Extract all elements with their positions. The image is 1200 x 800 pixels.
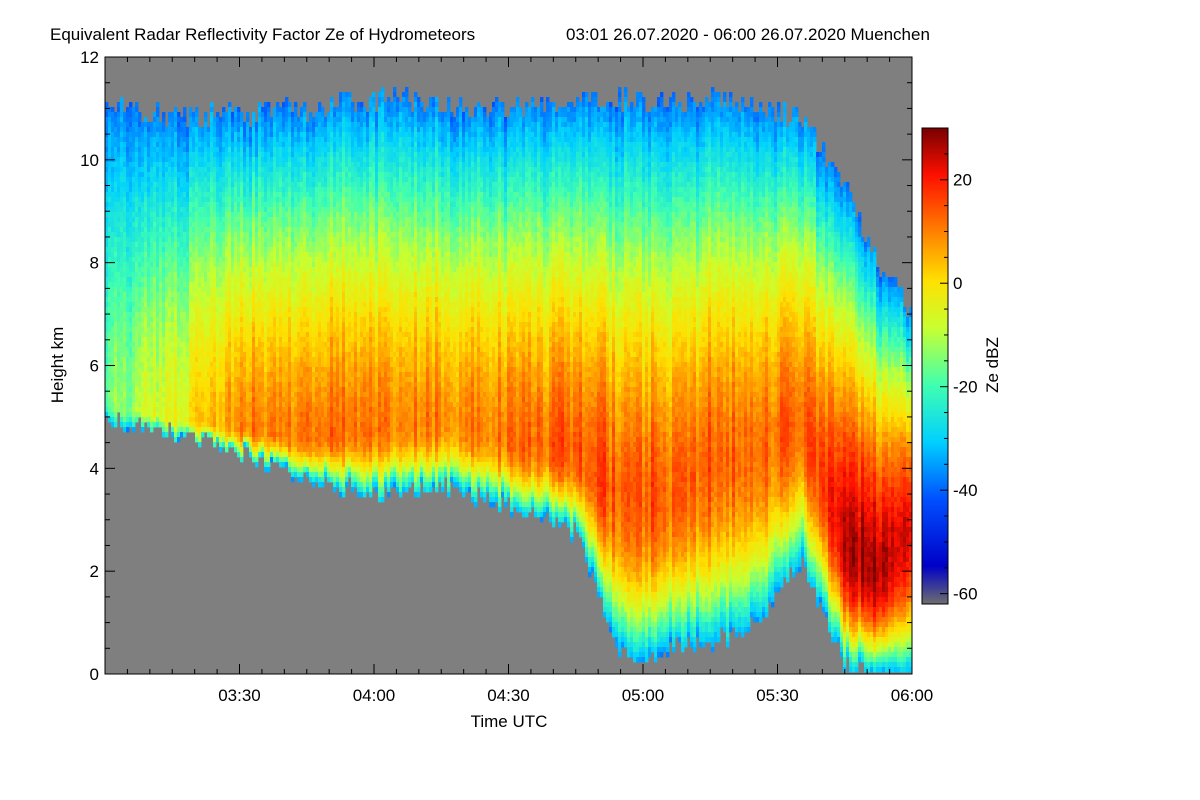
x-tick-label: 05:00 <box>622 686 665 705</box>
x-axis: 03:30 04:00 04:30 05:00 05:30 06:00 <box>104 57 934 705</box>
chart-title: Equivalent Radar Reflectivity Factor Ze … <box>50 25 475 44</box>
y-tick-label: 2 <box>90 562 99 581</box>
x-tick-label: 05:30 <box>756 686 799 705</box>
y-tick-label: 0 <box>90 665 99 684</box>
x-axis-label: Time UTC <box>471 712 548 731</box>
y-axis: 0 2 4 6 8 10 12 <box>80 48 912 684</box>
colorbar-tick-label: 20 <box>953 171 972 190</box>
colorbar-tick-label: -40 <box>953 481 978 500</box>
colorbar-tick-label: -20 <box>953 378 978 397</box>
y-tick-label: 8 <box>90 254 99 273</box>
y-tick-label: 10 <box>80 151 99 170</box>
y-tick-label: 12 <box>80 48 99 67</box>
colorbar-tick-label: 0 <box>953 274 962 293</box>
colorbar-tick-label: -60 <box>953 585 978 604</box>
colorbar <box>921 127 949 605</box>
colorbar-label: Ze dBZ <box>983 337 1002 393</box>
colorbar-ticks: 20 0 -20 -40 -60 <box>940 127 978 604</box>
y-axis-label: Height km <box>48 327 67 404</box>
x-tick-label: 03:30 <box>218 686 261 705</box>
y-tick-label: 6 <box>90 357 99 376</box>
x-tick-label: 06:00 <box>891 686 934 705</box>
reflectivity-field <box>105 87 912 673</box>
chart-subtitle: 03:01 26.07.2020 - 06:00 26.07.2020 Muen… <box>566 25 930 44</box>
x-tick-label: 04:00 <box>353 686 396 705</box>
x-tick-label: 04:30 <box>487 686 530 705</box>
y-tick-label: 4 <box>90 459 99 478</box>
